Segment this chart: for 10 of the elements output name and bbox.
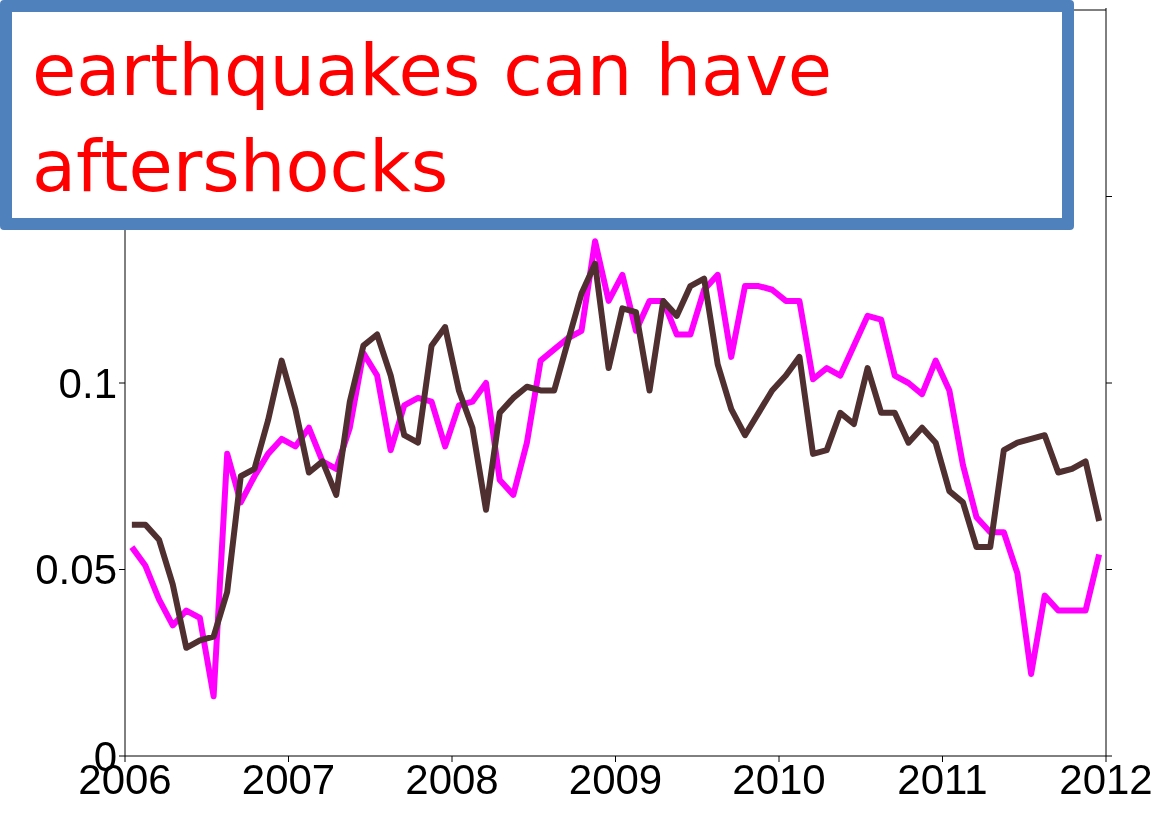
annotation: earthquakes can have aftershocks <box>32 28 833 208</box>
x-tick-label: 2010 <box>732 755 826 803</box>
x-tick-label: 2007 <box>241 755 336 803</box>
x-tick-label: 2009 <box>568 755 663 803</box>
text-box: earthquakes can have aftershocks <box>0 0 1074 230</box>
y-tick-label: 0.1 <box>58 359 117 407</box>
x-tick-label: 2008 <box>405 755 499 803</box>
x-tick-label: 2012 <box>1059 755 1153 803</box>
x-tick-label: 2011 <box>897 755 988 803</box>
y-tick-label: 0.05 <box>35 546 117 594</box>
